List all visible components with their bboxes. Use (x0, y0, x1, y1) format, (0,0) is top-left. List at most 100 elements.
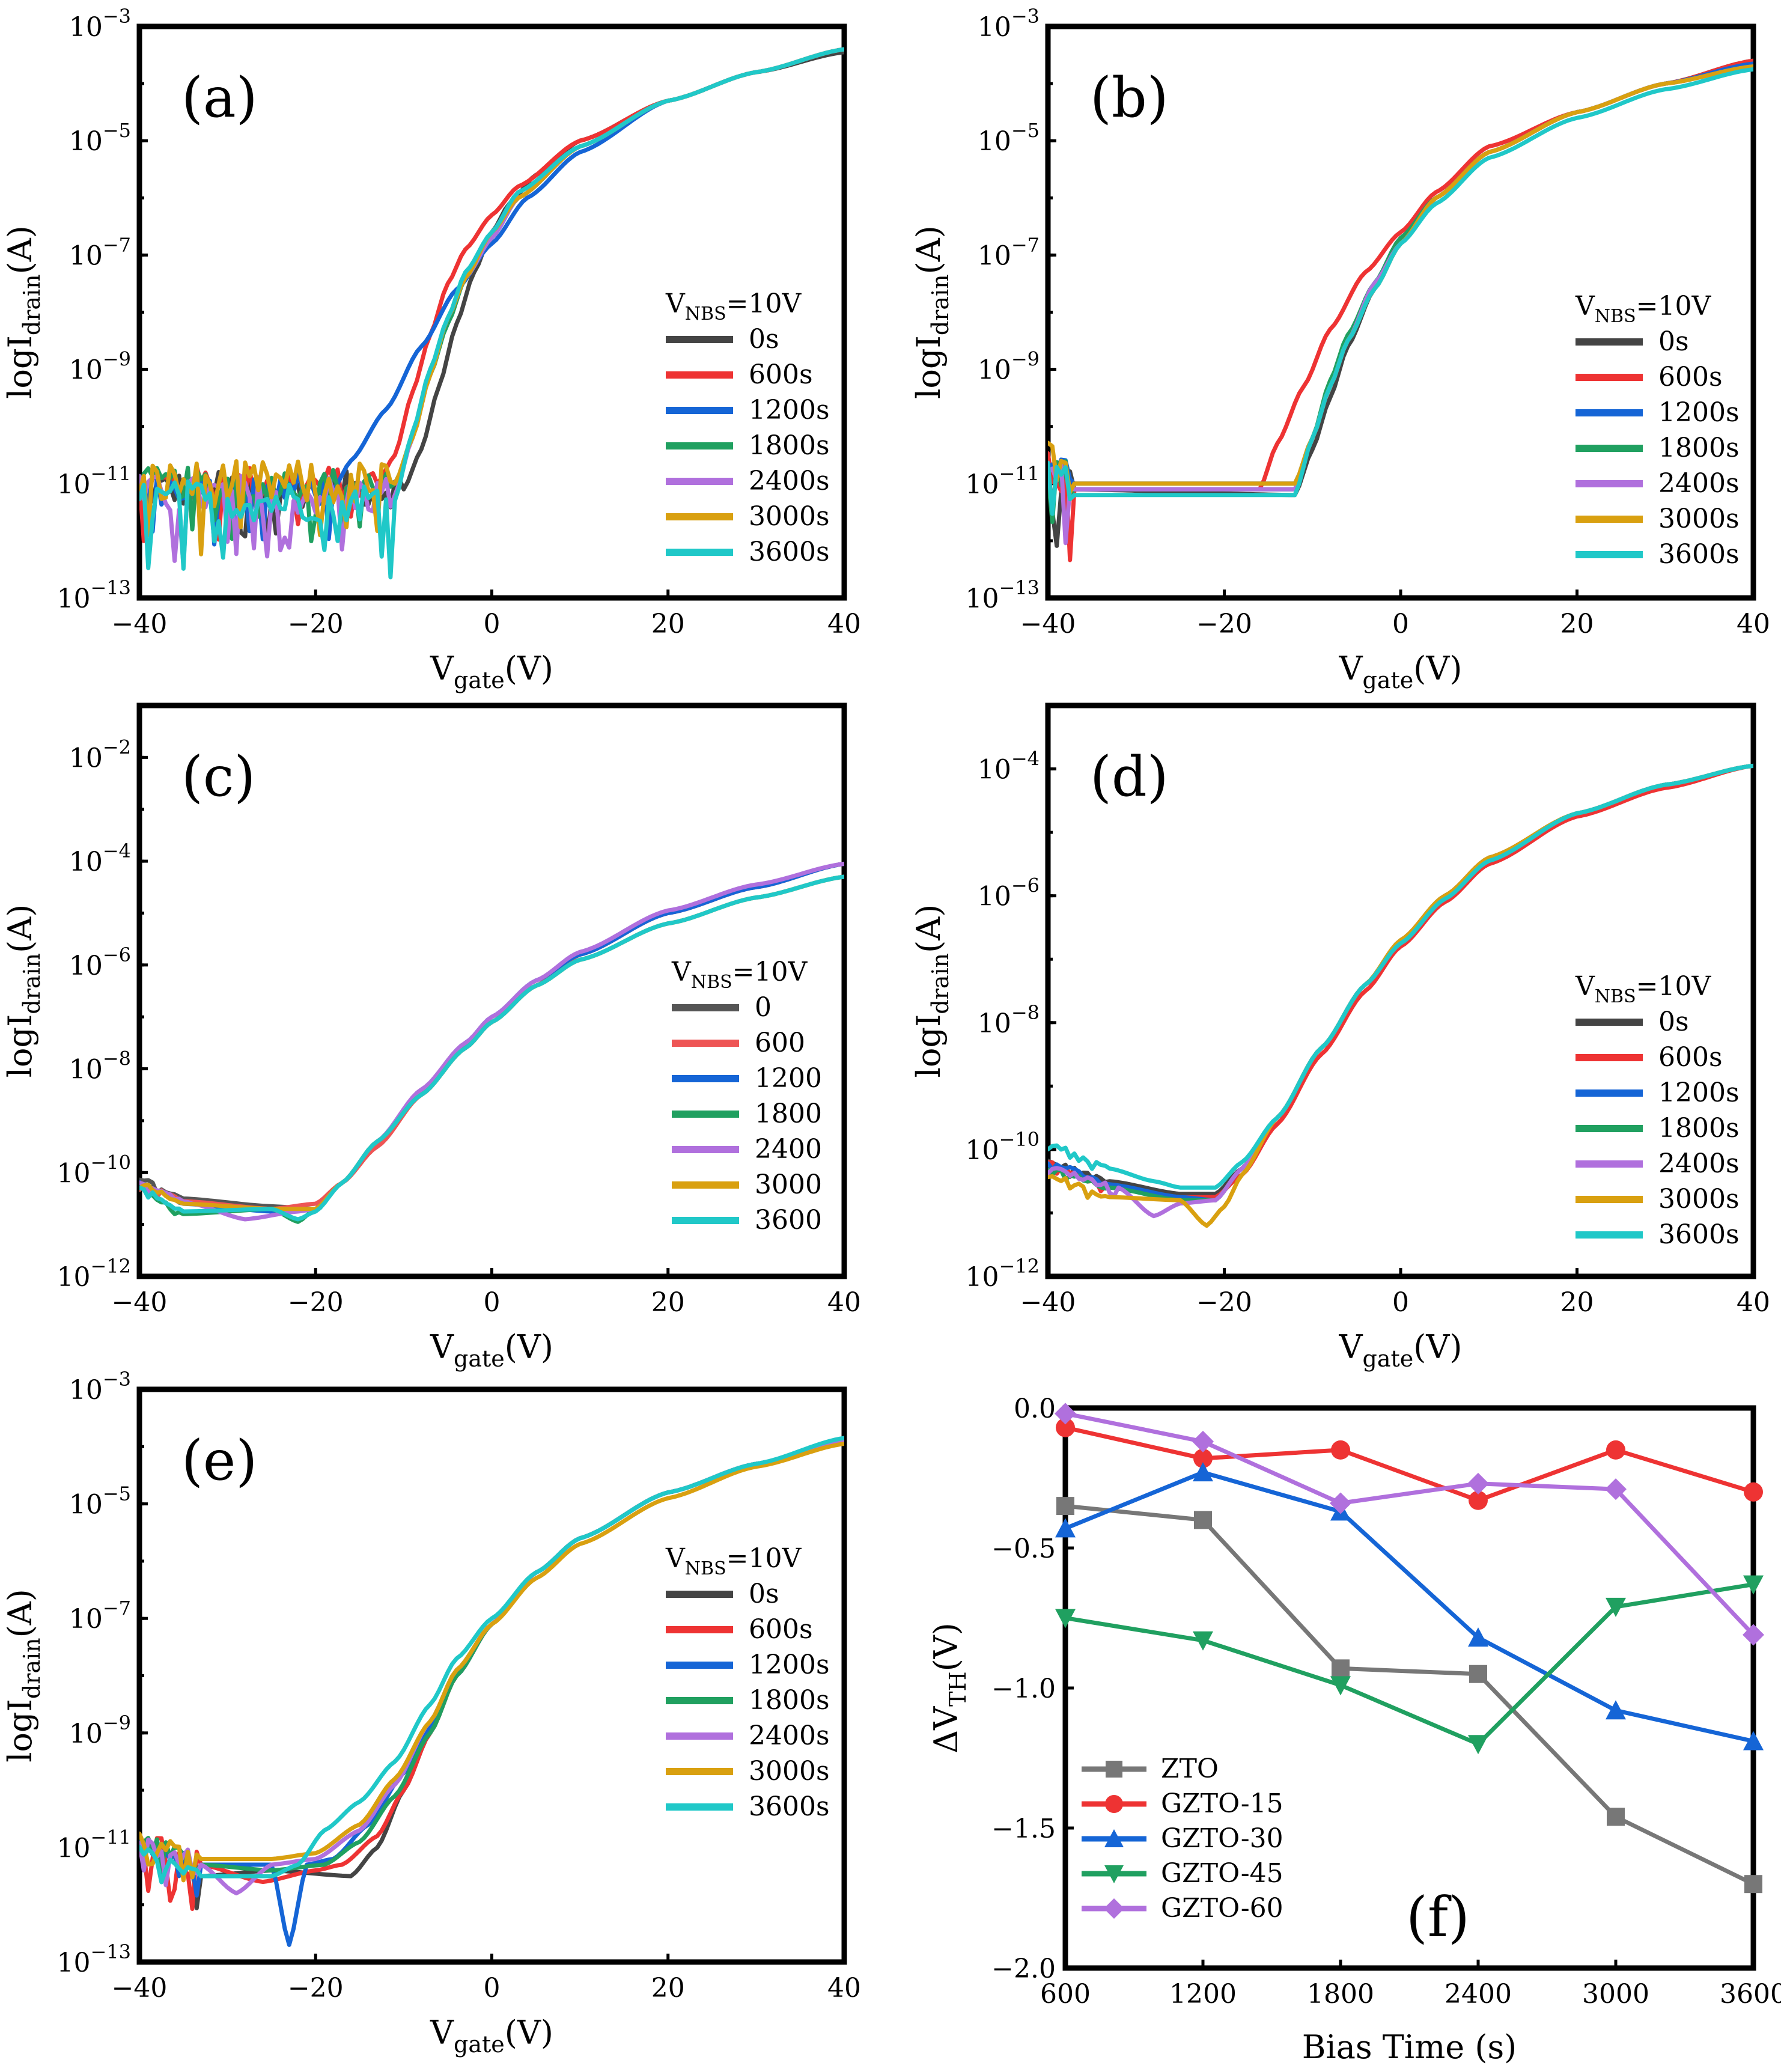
y-tick-exponent: −3 (103, 1368, 131, 1391)
legend-entry: 3000 (755, 1169, 822, 1200)
y-tick-label: 10−13 (56, 1940, 131, 1978)
y-tick-base: 10 (69, 743, 103, 773)
y-tick-label: 10−8 (978, 1001, 1040, 1039)
legend-title-rest: =10V (726, 288, 802, 319)
y-tick-exponent: −4 (103, 839, 131, 862)
y-tick-base: 10 (56, 1948, 90, 1978)
legend-marker (1105, 1795, 1123, 1813)
x-tick-label: 0 (1392, 609, 1409, 639)
y-tick-label: 10−6 (978, 874, 1040, 912)
x-tick-label: −40 (112, 609, 168, 639)
legend-entry: 3600s (749, 1791, 830, 1822)
legend-entry: ZTO (1161, 1754, 1219, 1784)
legend-entry: 1200 (755, 1063, 822, 1094)
y-tick-base: 10 (69, 847, 103, 877)
legend-entry: 1800s (749, 430, 830, 461)
y-tick-exponent: −6 (1011, 874, 1040, 897)
y-axis-label: ΔVTH(V) (927, 1623, 971, 1754)
y-tick-base: 10 (69, 240, 103, 271)
x-tick-label: 0 (484, 609, 501, 639)
x-tick-label: 0 (1392, 1287, 1409, 1318)
series-line-3600s (139, 47, 844, 580)
x-tick-label: −20 (288, 1287, 344, 1318)
y-axis-label-main: logI (1, 1699, 39, 1763)
y-tick-label: 10−11 (56, 1826, 131, 1863)
legend-entry: 1200s (749, 1650, 830, 1680)
legend-title-sub: NBS (685, 1558, 726, 1579)
series-line-GZTO-15 (1063, 1425, 1756, 1503)
y-tick-exponent: −7 (1011, 233, 1040, 256)
y-tick-base: 10 (56, 584, 90, 614)
y-tick-base: 10 (69, 1490, 103, 1520)
legend-title-main: V (665, 1543, 686, 1574)
series-line-1200 (139, 861, 844, 1214)
y-tick-exponent: −12 (90, 1255, 131, 1278)
y-tick-exponent: −3 (103, 5, 131, 28)
series-line-3600s (1048, 763, 1753, 1190)
legend-entry: GZTO-45 (1161, 1858, 1283, 1889)
x-tick-label: −20 (288, 1973, 344, 2003)
x-tick-label: −40 (112, 1287, 168, 1318)
y-tick-base: 10 (978, 882, 1011, 912)
y-tick-label: −1.0 (991, 1674, 1056, 1704)
x-axis-label-sub: gate (454, 667, 505, 693)
y-tick-exponent: −11 (90, 462, 131, 485)
x-tick-label: 2400 (1445, 1979, 1512, 2010)
data-point-GZTO-30 (1055, 1518, 1076, 1538)
y-axis-label-unit: (A) (910, 904, 948, 953)
x-tick-label: 600 (1040, 1979, 1091, 2010)
x-axis-label: Vgate(V) (430, 650, 553, 693)
y-axis-label-unit: (A) (910, 225, 948, 274)
y-tick-exponent: −5 (103, 1482, 131, 1505)
y-tick-label: 10−5 (69, 119, 131, 157)
legend-entry: 0s (1658, 1007, 1689, 1037)
legend-entry: 600s (749, 359, 813, 390)
y-axis-label: logIdrain(A) (910, 225, 954, 399)
y-tick-base: 10 (965, 469, 999, 500)
y-tick-base: 10 (978, 1008, 1011, 1039)
y-axis-label: logIdrain(A) (910, 904, 954, 1078)
y-tick-base: 10 (69, 1604, 103, 1635)
y-tick-base: 10 (56, 1833, 90, 1863)
y-tick-label: −1.5 (991, 1814, 1056, 1844)
y-tick-exponent: −2 (103, 736, 131, 758)
legend-title-main: V (1575, 291, 1595, 321)
x-tick-label: 3600 (1720, 1979, 1781, 2010)
data-point-GZTO-45 (1743, 1575, 1764, 1595)
x-axis-label-unit: (V) (1413, 1328, 1462, 1366)
legend-title: VNBS=10V (665, 288, 802, 325)
y-tick-base: 10 (978, 755, 1011, 785)
legend-entry: 0 (755, 992, 772, 1023)
data-point-GZTO-60 (1192, 1430, 1214, 1452)
x-tick-label: 20 (651, 1973, 685, 2003)
y-tick-label: 10−3 (978, 5, 1040, 43)
y-tick-exponent: −4 (1011, 748, 1040, 770)
y-tick-exponent: −13 (999, 576, 1040, 599)
legend-entry: 1800s (749, 1685, 830, 1716)
series-line-GZTO-60 (1063, 1411, 1756, 1637)
y-tick-base: 10 (965, 584, 999, 614)
y-tick-base: 10 (56, 1158, 90, 1189)
legend-entry: 3600 (755, 1205, 822, 1236)
legend-title-rest: =10V (1636, 971, 1712, 1002)
legend-title-sub: NBS (685, 303, 726, 325)
y-tick-base: 10 (69, 1719, 103, 1749)
data-point-ZTO (1607, 1808, 1625, 1826)
legend-entry: GZTO-30 (1161, 1823, 1283, 1854)
legend-title-sub: NBS (691, 972, 732, 993)
y-tick-label: 10−5 (978, 119, 1040, 157)
x-axis-label: Vgate(V) (430, 2014, 553, 2058)
series-line-2400 (139, 861, 844, 1222)
y-tick-label: 10−12 (56, 1255, 131, 1293)
legend-title-rest: =10V (1636, 291, 1712, 321)
x-tick-label: 20 (1560, 609, 1594, 639)
y-tick-exponent: −12 (999, 1255, 1040, 1278)
data-point-GZTO-45 (1606, 1597, 1626, 1617)
y-tick-exponent: −8 (103, 1047, 131, 1070)
series-line-600s (139, 1439, 844, 1911)
x-axis-label-unit: (V) (505, 650, 553, 687)
y-tick-base: 10 (965, 1135, 999, 1166)
legend-entry: 1200s (1658, 397, 1740, 428)
